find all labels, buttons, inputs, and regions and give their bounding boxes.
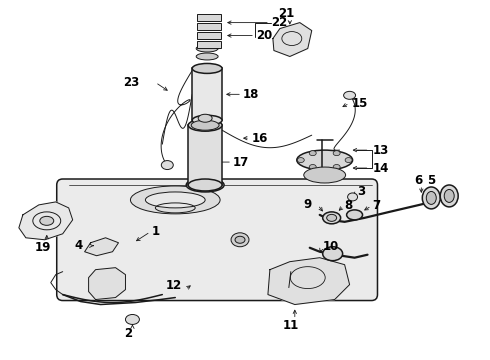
Ellipse shape [343, 91, 356, 99]
Ellipse shape [345, 158, 352, 163]
Ellipse shape [297, 158, 304, 163]
Ellipse shape [192, 63, 222, 73]
Ellipse shape [309, 151, 316, 156]
Ellipse shape [235, 236, 245, 243]
Text: 13: 13 [372, 144, 389, 157]
Ellipse shape [191, 120, 219, 130]
Ellipse shape [347, 193, 358, 201]
Text: 5: 5 [427, 175, 436, 188]
Polygon shape [89, 268, 125, 300]
Text: 8: 8 [344, 199, 353, 212]
Ellipse shape [188, 119, 222, 131]
Text: 3: 3 [358, 185, 366, 198]
Ellipse shape [231, 233, 249, 247]
Text: 1: 1 [151, 225, 159, 238]
Polygon shape [19, 202, 73, 240]
Text: 20: 20 [256, 29, 272, 42]
Text: 23: 23 [123, 76, 140, 89]
FancyBboxPatch shape [57, 179, 377, 301]
Ellipse shape [130, 186, 220, 214]
Bar [197, 14, 221, 21]
Ellipse shape [40, 216, 54, 225]
Ellipse shape [192, 115, 222, 125]
Ellipse shape [188, 179, 222, 191]
Ellipse shape [125, 315, 140, 324]
Ellipse shape [196, 45, 218, 52]
Bar [197, 41, 221, 48]
Ellipse shape [333, 151, 340, 156]
Text: 15: 15 [352, 97, 368, 110]
Text: 11: 11 [283, 319, 299, 332]
Ellipse shape [422, 187, 440, 209]
Ellipse shape [146, 192, 205, 208]
Text: 7: 7 [372, 199, 381, 212]
Text: 19: 19 [35, 241, 51, 254]
Ellipse shape [186, 178, 224, 192]
Ellipse shape [440, 185, 458, 207]
Polygon shape [268, 258, 349, 305]
Polygon shape [85, 238, 119, 256]
Polygon shape [273, 23, 312, 57]
Ellipse shape [304, 167, 345, 183]
Text: 12: 12 [166, 279, 182, 292]
Text: 10: 10 [323, 240, 339, 253]
Ellipse shape [196, 53, 218, 60]
Ellipse shape [346, 210, 363, 220]
Ellipse shape [297, 150, 353, 170]
Bar [188, 125, 222, 185]
Text: 6: 6 [414, 175, 422, 188]
Ellipse shape [444, 189, 454, 202]
Bar [197, 23, 221, 30]
Bar [197, 32, 221, 39]
Ellipse shape [161, 161, 173, 170]
Text: 14: 14 [372, 162, 389, 175]
Ellipse shape [327, 214, 337, 221]
Bar [192, 68, 222, 120]
Text: 17: 17 [233, 156, 249, 168]
Ellipse shape [426, 192, 436, 204]
Text: 16: 16 [252, 132, 269, 145]
Text: 9: 9 [303, 198, 312, 211]
Ellipse shape [323, 247, 343, 261]
Text: 22: 22 [271, 16, 287, 29]
Ellipse shape [309, 165, 316, 170]
Text: 18: 18 [243, 88, 259, 101]
Text: 2: 2 [124, 327, 132, 340]
Text: 4: 4 [74, 239, 83, 252]
Text: 21: 21 [278, 7, 294, 20]
Ellipse shape [323, 212, 341, 224]
Ellipse shape [333, 165, 340, 170]
Ellipse shape [198, 114, 212, 122]
